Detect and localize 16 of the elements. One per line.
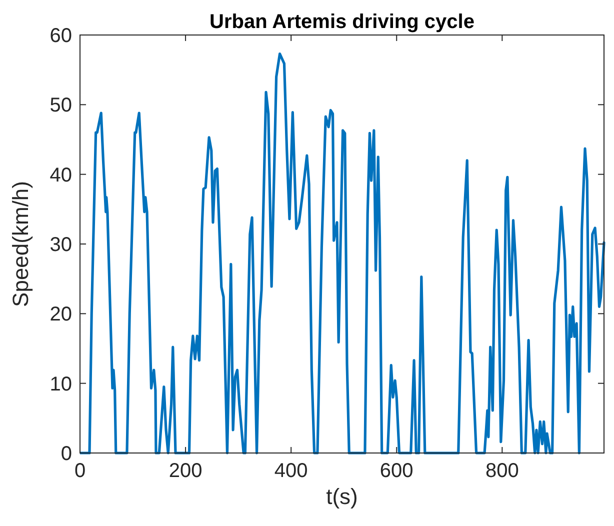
x-tick-label: 600 [380, 460, 414, 482]
y-tick-label: 40 [50, 164, 72, 186]
y-tick-label: 0 [60, 443, 72, 465]
y-tick-label: 10 [50, 373, 72, 396]
y-tick-label: 20 [50, 304, 72, 326]
x-tick-label: 0 [74, 460, 86, 482]
x-tick-label: 200 [168, 460, 202, 482]
x-tick-label: 800 [485, 460, 519, 482]
y-axis-title: Speed(km/h) [8, 181, 33, 307]
x-tick-label: 400 [274, 460, 308, 482]
y-tick-label: 30 [50, 234, 72, 256]
x-axis-title: t(s) [326, 484, 358, 509]
line-series [80, 52, 606, 454]
y-tick-label: 50 [50, 94, 72, 117]
chart-title: Urban Artemis driving cycle [210, 11, 474, 33]
y-tick-label: 60 [50, 25, 72, 47]
